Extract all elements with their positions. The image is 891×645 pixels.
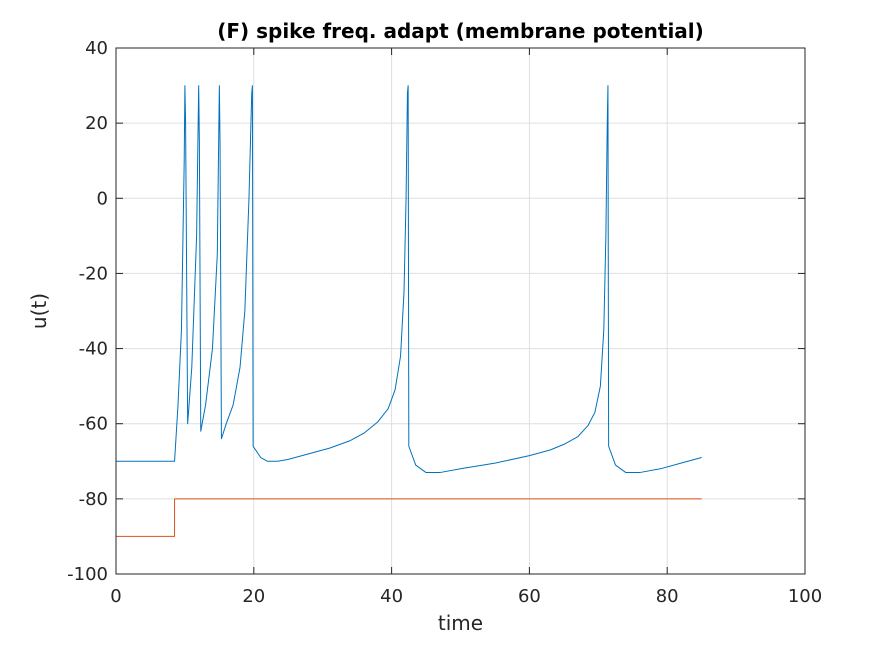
series-line-1 xyxy=(116,85,702,474)
y-tick-label: 0 xyxy=(97,188,108,209)
x-tick-label: 40 xyxy=(380,586,403,607)
x-tick-label: 80 xyxy=(656,586,679,607)
y-tick-label: 20 xyxy=(85,113,108,134)
ticks: 0 20 40 60 80 100 -100 -80 -60 -40 -20 0 20 40 xyxy=(67,38,822,607)
y-tick-label: -60 xyxy=(79,414,108,435)
axes-box xyxy=(115,47,806,575)
x-tick-label: 20 xyxy=(242,586,265,607)
grid xyxy=(116,48,805,574)
y-tick-label: -80 xyxy=(79,489,108,510)
x-tick-label: 100 xyxy=(788,586,822,607)
chart-title: (F) spike freq. adapt (membrane potentia… xyxy=(217,19,704,43)
x-axis-label: time xyxy=(438,611,483,635)
y-tick-label: -20 xyxy=(79,263,108,284)
plot-series xyxy=(116,85,702,537)
y-axis-label: u(t) xyxy=(27,293,51,329)
x-tick-label: 60 xyxy=(518,586,541,607)
y-tick-label: -100 xyxy=(67,564,108,585)
series-line-2 xyxy=(116,498,702,537)
y-tick-label: 40 xyxy=(85,38,108,59)
y-tick-label: -40 xyxy=(79,339,108,360)
x-tick-label: 0 xyxy=(110,586,121,607)
